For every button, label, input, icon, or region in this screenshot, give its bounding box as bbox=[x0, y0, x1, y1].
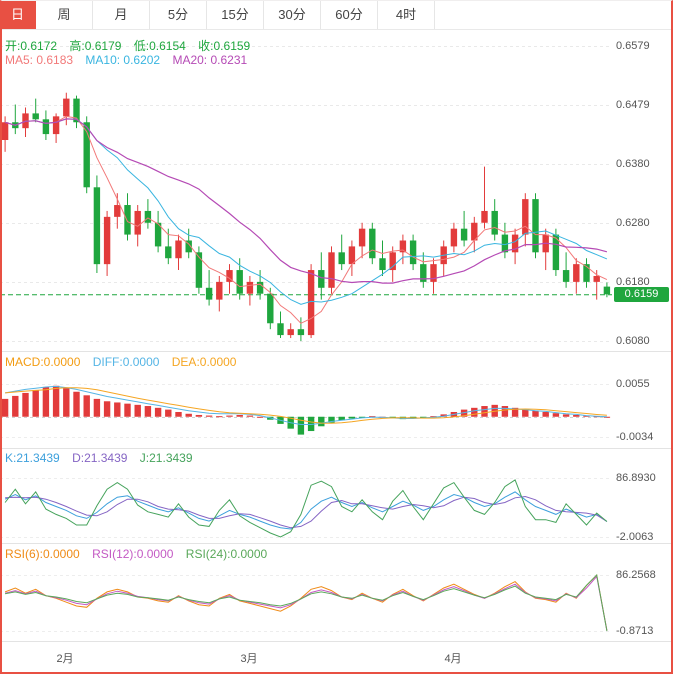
kdj-axis-min: -2.0063 bbox=[616, 531, 654, 543]
timeframe-tab-月[interactable]: 月 bbox=[93, 0, 150, 29]
main-axis-label-2: 0.6380 bbox=[616, 158, 650, 170]
k-label: K:21.3439 bbox=[5, 451, 60, 465]
rsi-readout: RSI(6):0.0000 RSI(12):0.0000 RSI(24):0.0… bbox=[5, 547, 276, 561]
x-axis-label-month-apr: 4月 bbox=[444, 653, 462, 665]
rsi-axis-max: 86.2568 bbox=[616, 569, 656, 581]
ohlc-readout: 开:0.6172 高:0.6179 低:0.6154 收:0.6159 bbox=[5, 37, 259, 54]
ma5-label: MA5: 0.6183 bbox=[5, 53, 74, 67]
main-axis-label-4: 0.6180 bbox=[616, 276, 650, 288]
timeframe-tab-15分[interactable]: 15分 bbox=[207, 0, 264, 29]
high-value: 高:0.6179 bbox=[69, 39, 122, 53]
diff-label: DIFF:0.0000 bbox=[92, 355, 160, 369]
macd-readout: MACD:0.0000 DIFF:0.0000 DEA:0.0000 bbox=[5, 355, 245, 369]
macd-label: MACD:0.0000 bbox=[5, 355, 81, 369]
ma-readout: MA5: 0.6183 MA10: 0.6202 MA20: 0.6231 bbox=[5, 53, 256, 67]
current-price-badge: 0.6159 bbox=[614, 287, 669, 302]
rsi12-label: RSI(12):0.0000 bbox=[92, 547, 174, 561]
rsi-axis-min: -0.8713 bbox=[616, 625, 654, 637]
timeframe-tab-60分[interactable]: 60分 bbox=[321, 0, 378, 29]
main-axis-label-0: 0.6579 bbox=[616, 40, 650, 52]
kdj-axis-max: 86.8930 bbox=[616, 472, 656, 484]
dea-label: DEA:0.0000 bbox=[171, 355, 237, 369]
main-axis-label-3: 0.6280 bbox=[616, 217, 650, 229]
timeframe-tab-30分[interactable]: 30分 bbox=[264, 0, 321, 29]
open-value: 开:0.6172 bbox=[5, 39, 58, 53]
main-axis-label-5: 0.6080 bbox=[616, 335, 650, 347]
rsi6-label: RSI(6):0.0000 bbox=[5, 547, 80, 561]
low-value: 低:0.6154 bbox=[133, 39, 186, 53]
j-label: J:21.3439 bbox=[139, 451, 193, 465]
timeframe-tab-5分[interactable]: 5分 bbox=[150, 0, 207, 29]
ma20-label: MA20: 0.6231 bbox=[172, 53, 248, 67]
x-axis-label-month-mar: 3月 bbox=[240, 653, 258, 665]
timeframe-tabbar: 日周月 5分 15分 30分 60分 4时 bbox=[0, 0, 673, 30]
macd-axis-min: -0.0034 bbox=[616, 431, 654, 443]
timeframe-tab-日[interactable]: 日 bbox=[0, 0, 36, 29]
close-value: 收:0.6159 bbox=[198, 39, 251, 53]
timeframe-tab-4时[interactable]: 4时 bbox=[378, 0, 435, 29]
d-label: D:21.3439 bbox=[72, 451, 128, 465]
macd-axis-max: 0.0055 bbox=[616, 378, 650, 390]
x-axis-label-month-feb: 2月 bbox=[56, 653, 74, 665]
rsi24-label: RSI(24):0.0000 bbox=[185, 547, 268, 561]
ma10-label: MA10: 0.6202 bbox=[85, 53, 161, 67]
main-axis-label-1: 0.6479 bbox=[616, 99, 650, 111]
timeframe-tab-周[interactable]: 周 bbox=[36, 0, 93, 29]
kdj-readout: K:21.3439 D:21.3439 J:21.3439 bbox=[5, 451, 202, 465]
